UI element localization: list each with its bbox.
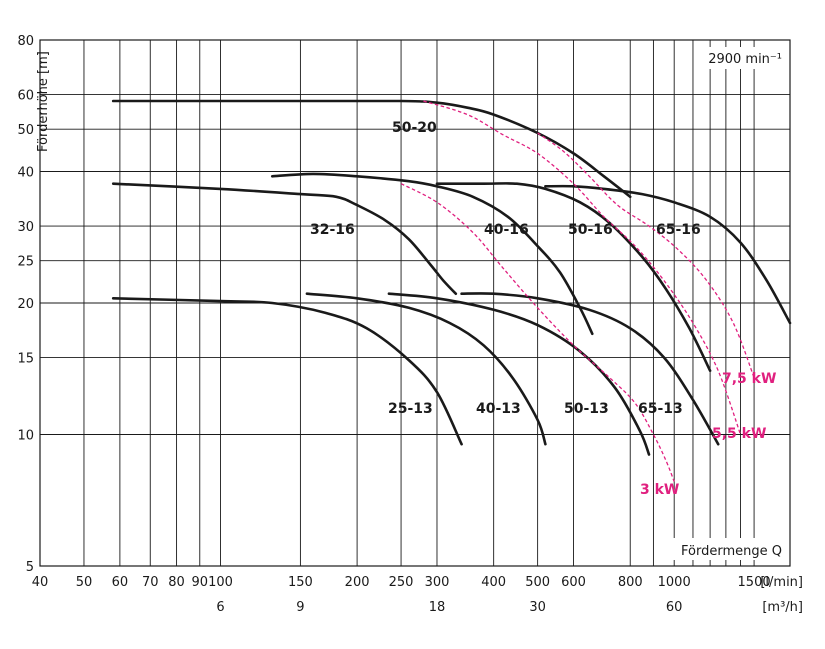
x-tick-label: 400 <box>481 575 506 590</box>
y-tick-label: 15 <box>17 352 34 367</box>
x-tick-label: 70 <box>142 575 159 590</box>
curve-label-50-20: 50-20 <box>392 120 437 136</box>
power-label-3kw: 3 kW <box>640 482 679 498</box>
x-axis-unit: [l/min] <box>760 575 803 590</box>
speed-label-bg <box>694 47 784 69</box>
pump-curves <box>111 99 792 456</box>
plot-frame <box>39 39 791 567</box>
x2-tick-label: 60 <box>666 600 683 615</box>
y-axis-label: Förderhöhe [m] <box>36 51 51 152</box>
x2-tick-label: 18 <box>429 600 446 615</box>
curve-65-16 <box>544 184 792 325</box>
curve-25-13 <box>111 297 463 446</box>
y-tick-label: 30 <box>17 220 34 235</box>
x2-tick-label: 9 <box>296 600 304 615</box>
x-tick-label: 1500 <box>738 575 771 590</box>
curve-label-32-16: 32-16 <box>310 222 355 238</box>
y-tick-label: 80 <box>17 34 34 49</box>
curve-40-13 <box>305 292 547 446</box>
x-tick-label: 50 <box>76 575 93 590</box>
x-tick-label: 80 <box>168 575 185 590</box>
x-tick-label: 600 <box>561 575 586 590</box>
curve-label-40-13: 40-13 <box>476 401 521 417</box>
curve-label-65-13: 65-13 <box>638 401 683 417</box>
x-axis-label-bg <box>662 538 786 560</box>
power-line-7-5-kW <box>537 132 755 378</box>
x-tick-label: 200 <box>345 575 370 590</box>
y-tick-label: 25 <box>17 255 34 270</box>
x-tick-label: 250 <box>389 575 414 590</box>
curve-label-25-13: 25-13 <box>388 401 433 417</box>
power-line-5-5-kW <box>423 100 742 435</box>
x-axis-label: Fördermenge Q <box>681 544 782 559</box>
x2-tick-label: 6 <box>216 600 224 615</box>
power-label-5-5kw: 5,5 kW <box>712 426 766 442</box>
x-tick-label: 300 <box>425 575 450 590</box>
power-lines <box>400 100 755 482</box>
x2-tick-labels: 6 9 18 30 60 <box>216 600 682 615</box>
x2-axis-unit: [m³/h] <box>762 600 803 615</box>
curve-label-65-16: 65-16 <box>656 222 701 238</box>
x-tick-label: 1000 <box>658 575 691 590</box>
y-tick-label: 40 <box>17 166 34 181</box>
x-tick-label: 100 <box>208 575 233 590</box>
curve-label-40-16: 40-16 <box>484 222 529 238</box>
y-tick-label: 5 <box>26 560 34 575</box>
curve-label-50-13: 50-13 <box>564 401 609 417</box>
curve-50-13 <box>387 292 651 456</box>
horizontal-gridlines <box>40 94 790 435</box>
curve-40-16 <box>270 172 594 336</box>
curve-32-16 <box>111 182 458 295</box>
speed-label: 2900 min⁻¹ <box>708 52 782 67</box>
curve-65-13 <box>460 292 720 446</box>
y-tick-label: 10 <box>17 429 34 444</box>
curve-label-50-16: 50-16 <box>568 222 613 238</box>
x-tick-label: 800 <box>618 575 643 590</box>
x-tick-label: 150 <box>288 575 313 590</box>
x-tick-label: 40 <box>32 575 49 590</box>
x-tick-label: 500 <box>525 575 550 590</box>
power-line-3-kW <box>400 183 675 482</box>
y-tick-label: 20 <box>17 297 34 312</box>
power-label-7-5kw: 7,5 kW <box>722 371 776 387</box>
x-tick-labels: 40 50 60 70 80 90 100 150 200 250 300 400 500 600 800 1… <box>32 575 771 590</box>
y-tick-label: 60 <box>17 89 34 104</box>
x-tick-label: 90 <box>191 575 208 590</box>
curve-50-16 <box>435 182 712 372</box>
x-tick-label: 60 <box>112 575 129 590</box>
y-tick-labels: 5 10 15 20 25 30 40 50 60 80 <box>17 34 34 575</box>
x2-tick-label: 30 <box>529 600 546 615</box>
curve-50-20 <box>111 99 632 199</box>
y-tick-label: 50 <box>17 123 34 138</box>
